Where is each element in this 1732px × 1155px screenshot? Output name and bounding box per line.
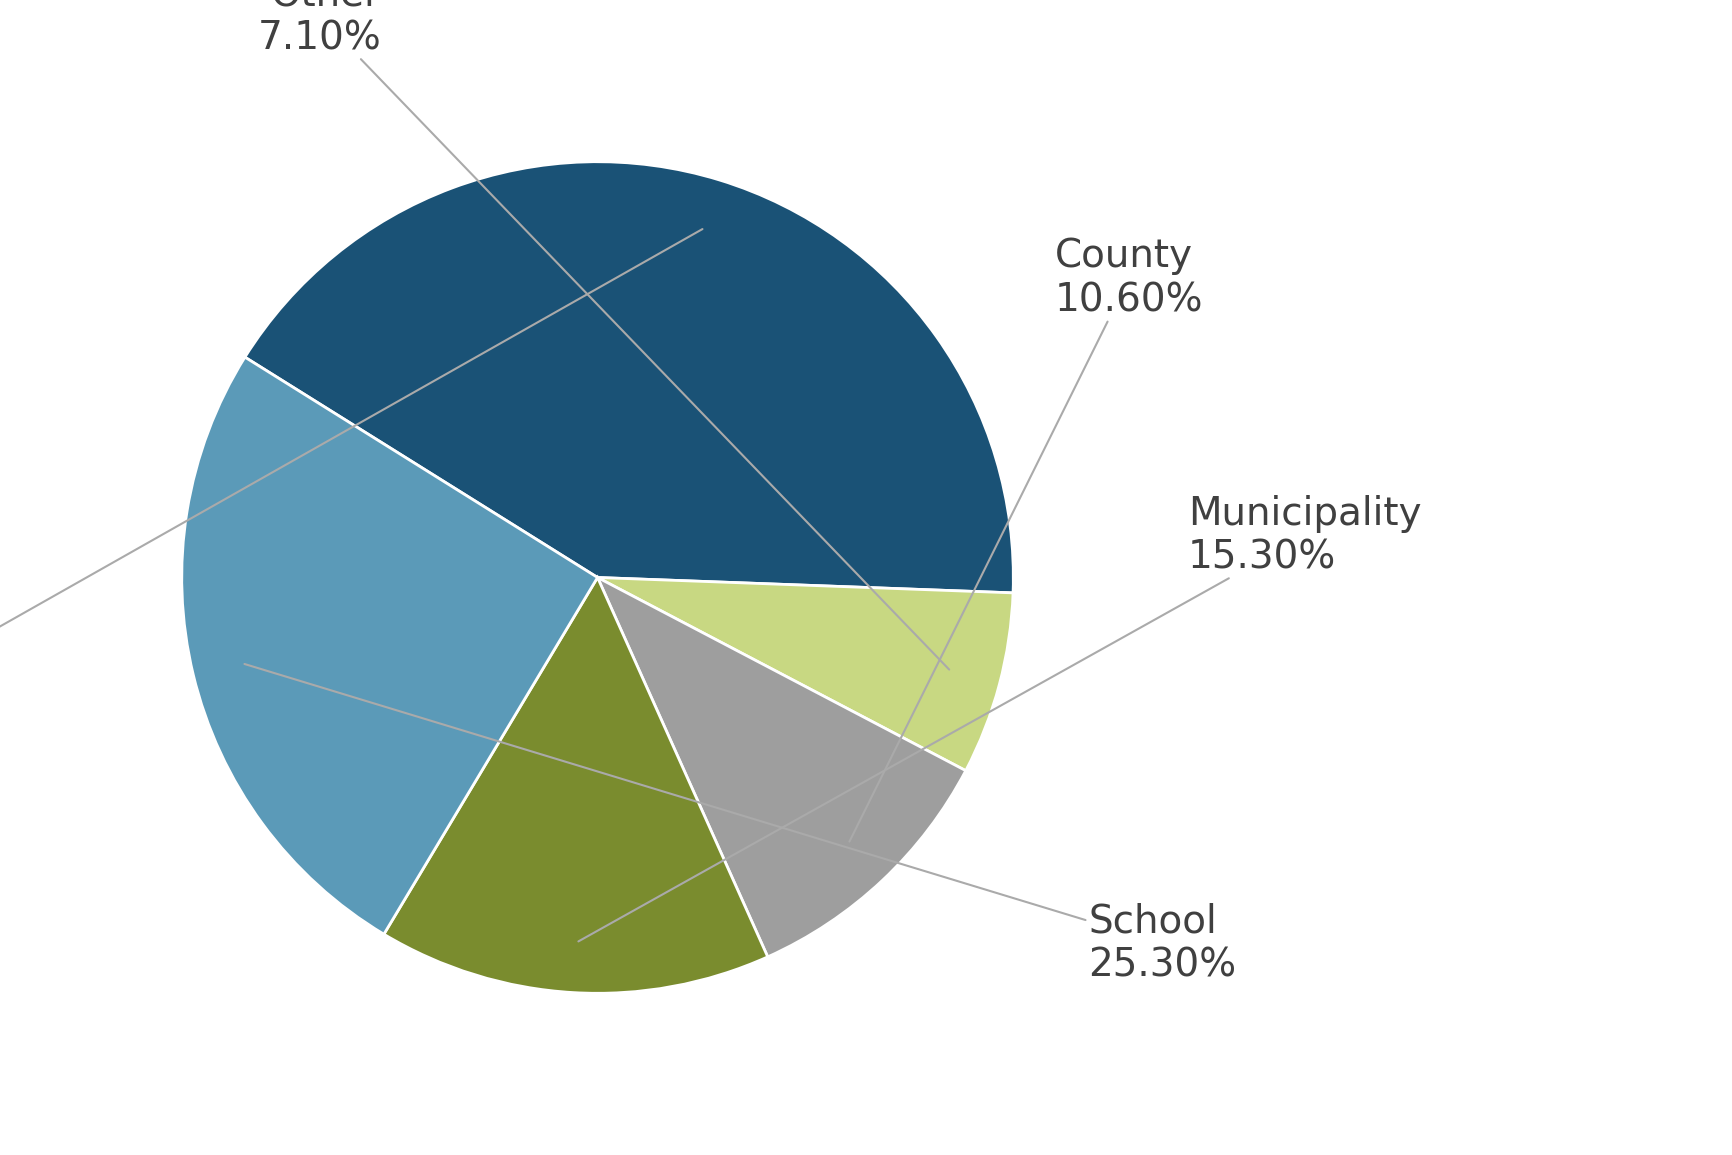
Wedge shape [598,578,1013,770]
Wedge shape [385,578,767,993]
Text: County
10.60%: County 10.60% [849,237,1204,842]
Wedge shape [244,162,1013,593]
Text: School
25.30%: School 25.30% [244,664,1237,984]
Wedge shape [598,578,966,956]
Text: Other
7.10%: Other 7.10% [258,0,949,670]
Text: Municipality
15.30%: Municipality 15.30% [578,495,1422,941]
Text: Special District
41.70%: Special District 41.70% [0,229,703,776]
Wedge shape [182,357,598,934]
